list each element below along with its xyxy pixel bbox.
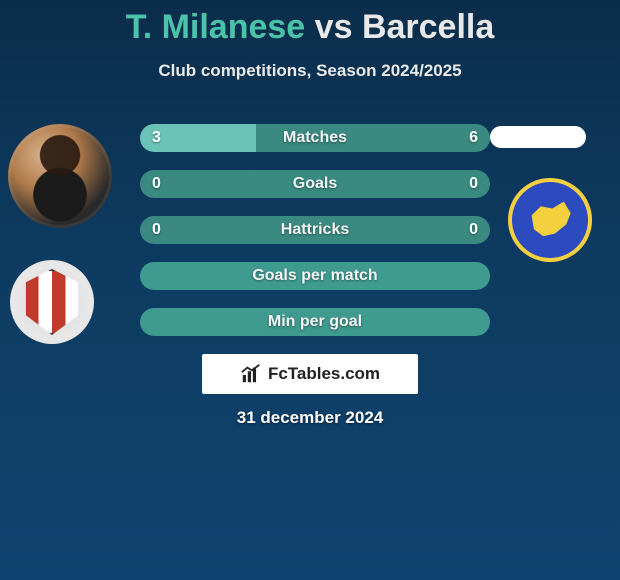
stat-bar-matches: 3 Matches 6 bbox=[140, 124, 490, 152]
subtitle: Club competitions, Season 2024/2025 bbox=[0, 61, 620, 81]
page-title: T. Milanese vs Barcella bbox=[0, 0, 620, 47]
brand-text: FcTables.com bbox=[268, 364, 380, 384]
stats-bars: 3 Matches 6 0 Goals 0 0 Hattricks 0 Goals per mat… bbox=[140, 124, 490, 354]
stat-value-right: 0 bbox=[469, 221, 478, 239]
generated-date: 31 december 2024 bbox=[237, 408, 384, 428]
stat-bar-hattricks: 0 Hattricks 0 bbox=[140, 216, 490, 244]
player2-team-badge bbox=[508, 178, 592, 262]
stat-value-left: 3 bbox=[152, 129, 161, 147]
player1-team-badge bbox=[10, 260, 94, 344]
title-player2: Barcella bbox=[362, 8, 494, 46]
stat-label: Goals bbox=[293, 175, 337, 193]
stat-label: Hattricks bbox=[281, 221, 349, 239]
title-vs: vs bbox=[315, 8, 353, 46]
brand-badge: FcTables.com bbox=[202, 354, 418, 394]
chart-icon bbox=[240, 363, 262, 385]
stat-bar-goals: 0 Goals 0 bbox=[140, 170, 490, 198]
player2-avatar bbox=[490, 126, 586, 148]
stat-value-right: 6 bbox=[469, 129, 478, 147]
stat-bar-min-per-goal: Min per goal bbox=[140, 308, 490, 336]
stat-label: Matches bbox=[283, 129, 347, 147]
stat-bar-goals-per-match: Goals per match bbox=[140, 262, 490, 290]
stat-value-left: 0 bbox=[152, 221, 161, 239]
stat-value-right: 0 bbox=[469, 175, 478, 193]
stat-label: Min per goal bbox=[268, 313, 362, 331]
player1-avatar bbox=[8, 124, 112, 228]
stat-label: Goals per match bbox=[252, 267, 377, 285]
stat-value-left: 0 bbox=[152, 175, 161, 193]
title-player1: T. Milanese bbox=[126, 8, 306, 46]
